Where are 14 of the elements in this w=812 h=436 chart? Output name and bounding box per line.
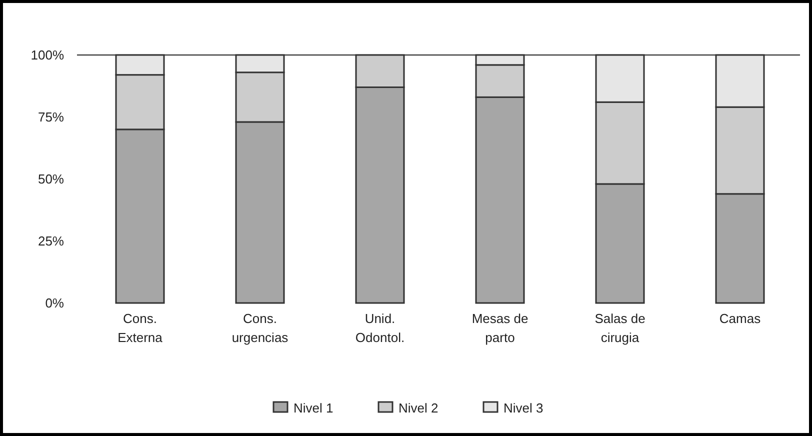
x-tick-label: Salas de cirugia: [594, 311, 646, 345]
x-tick-label: Camas: [719, 311, 762, 326]
x-tick-label: Unid. Odontol.: [355, 311, 405, 345]
x-tick-label: Mesas de parto: [472, 311, 528, 345]
legend-label: Nivel 3: [504, 400, 544, 416]
y-tick-label: 50%: [38, 172, 64, 187]
y-tick-label: 100%: [30, 48, 64, 63]
x-tick-label: Cons. Externa: [118, 311, 164, 345]
y-tick-label: 75%: [38, 110, 64, 125]
legend-label: Nivel 1: [294, 400, 334, 416]
y-tick-label: 0%: [45, 296, 64, 311]
y-tick-label: 25%: [38, 234, 64, 249]
x-tick-label: Cons. urgencias: [232, 311, 289, 345]
legend-label: Nivel 2: [398, 400, 438, 416]
